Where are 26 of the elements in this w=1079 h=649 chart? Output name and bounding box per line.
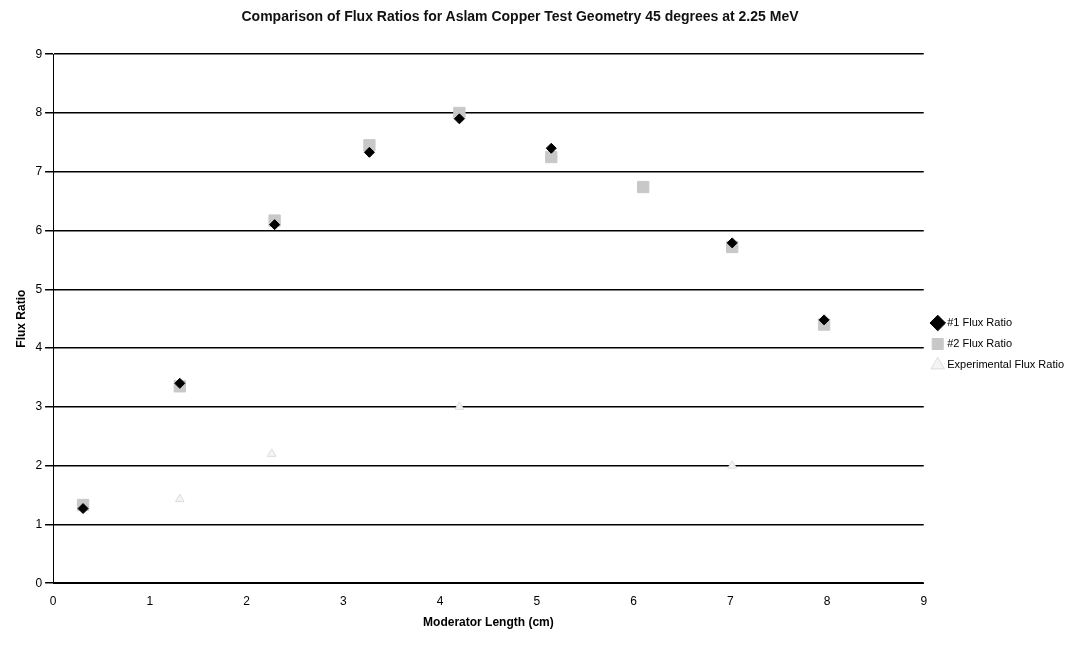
y-tick-label: 5 (35, 281, 43, 296)
x-tick-label: 3 (339, 593, 347, 608)
y-tick-label: 4 (35, 340, 43, 355)
x-tick-label: 8 (823, 593, 831, 608)
y-axis-title: Flux Ratio (13, 289, 28, 348)
x-tick-label: 7 (726, 593, 734, 608)
y-tick-label: 2 (35, 457, 43, 472)
x-tick-label: 2 (243, 593, 251, 608)
x-tick-label: 4 (436, 593, 444, 608)
y-tick-label: 9 (35, 46, 43, 61)
x-tick-label: 0 (49, 593, 57, 608)
legend-label: #2 Flux Ratio (947, 337, 1013, 350)
x-axis-title: Moderator Length (cm) (423, 615, 554, 630)
x-tick-label: 6 (630, 593, 638, 608)
y-tick-label: 7 (35, 164, 43, 179)
legend-label: Experimental Flux Ratio (947, 358, 1065, 371)
y-tick-label: 8 (35, 105, 43, 120)
legend-label: #1 Flux Ratio (947, 316, 1013, 329)
y-tick-label: 3 (35, 399, 43, 414)
y-tick-label: 1 (35, 516, 43, 531)
x-tick-label: 1 (146, 593, 154, 608)
y-tick-label: 0 (35, 575, 43, 590)
x-tick-label: 5 (533, 593, 541, 608)
chart-title: Comparison of Flux Ratios for Aslam Copper Test Geometry 45 degrees at 2.25 MeV (240, 8, 800, 26)
y-tick-label: 6 (35, 222, 43, 237)
x-tick-label: 9 (920, 593, 928, 608)
